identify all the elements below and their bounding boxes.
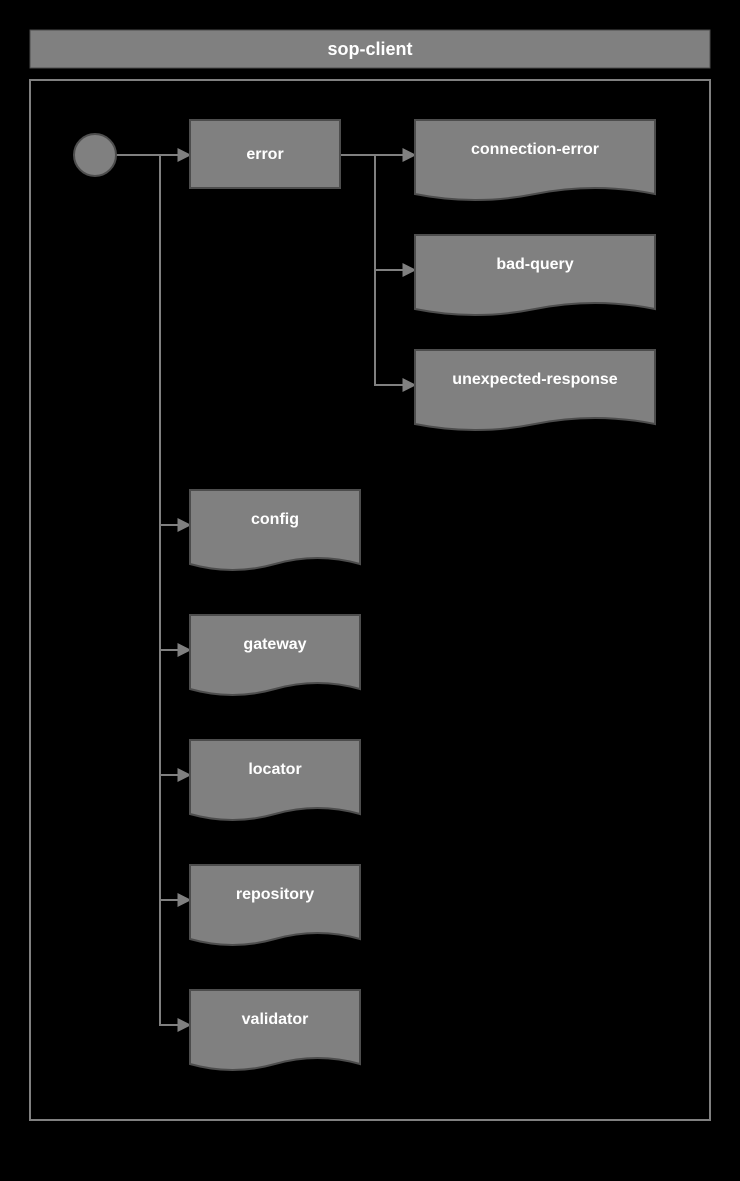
node-label: gateway [243,636,306,653]
node-label: connection-error [471,141,599,158]
node-validator: validator [190,990,360,1070]
node-unexpected-response: unexpected-response [415,350,655,430]
node-config: config [190,490,360,570]
node-connection-error: connection-error [415,120,655,200]
node-label: unexpected-response [452,371,617,388]
node-label: config [251,511,299,528]
node-error: error [190,120,340,188]
node-label: bad-query [496,256,573,273]
node-label: validator [242,1011,309,1028]
diagram-title: sop-client [327,39,412,59]
node-locator: locator [190,740,360,820]
node-repository: repository [190,865,360,945]
root-node [74,134,116,176]
node-label: error [246,146,283,163]
node-label: locator [248,761,301,778]
node-label: repository [236,886,314,903]
node-gateway: gateway [190,615,360,695]
node-bad-query: bad-query [415,235,655,315]
diagram-canvas: sop-client error connection-error bad-query… [0,0,740,1181]
